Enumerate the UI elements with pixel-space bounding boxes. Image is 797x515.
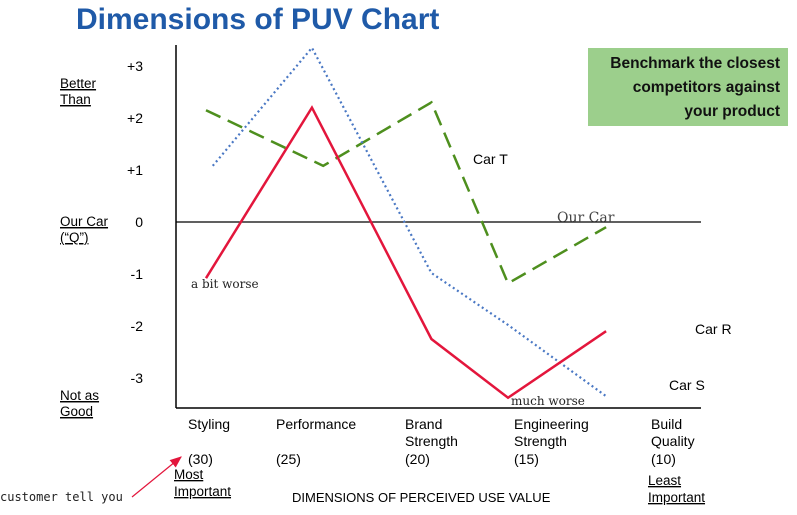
- category-weight: (15): [514, 451, 539, 467]
- chart-title: Dimensions of PUV Chart: [76, 3, 440, 36]
- annotation-customer-tell-you: customer tell you: [0, 490, 123, 504]
- y-tick-label: +1: [127, 162, 143, 178]
- category-label: Styling: [188, 416, 230, 432]
- most-important-label: Most: [174, 467, 204, 482]
- y-tick-label: -3: [131, 370, 144, 386]
- x-axis-title: DIMENSIONS OF PERCEIVED USE VALUE: [292, 490, 551, 505]
- not-as-good-label: Good: [60, 404, 93, 419]
- category-weight: (30): [188, 451, 213, 467]
- category-label: Build: [651, 416, 682, 432]
- not-as-good-label: Not as: [60, 388, 99, 403]
- category-label: Strength: [514, 433, 567, 449]
- category-weight: (25): [276, 451, 301, 467]
- category-label: Engineering: [514, 416, 589, 432]
- category-label: Quality: [651, 433, 695, 449]
- better-than-label: Better: [60, 76, 97, 91]
- annotation-much-worse: much worse: [511, 394, 585, 408]
- y-tick-label: -1: [131, 266, 144, 282]
- annotation-a-bit-worse: a bit worse: [191, 277, 259, 291]
- category-weight: (20): [405, 451, 430, 467]
- series-label-car-r: Car R: [695, 321, 732, 337]
- most-important-label: Important: [174, 484, 231, 499]
- series-line-car-t: [205, 100, 607, 286]
- callout-box: Benchmark the closest competitors agains…: [588, 48, 788, 126]
- callout-line: competitors against: [632, 79, 780, 96]
- customer-arrow: [131, 456, 182, 498]
- y-tick-label: -2: [131, 318, 144, 334]
- reference-line-label: Our Car: [557, 210, 615, 226]
- callout-line: Benchmark the closest: [610, 55, 780, 72]
- series-label-car-t: Car T: [473, 151, 508, 167]
- our-car-label: (“Q”): [60, 230, 88, 245]
- our-car-label: Our Car: [60, 214, 109, 229]
- y-tick-label: +2: [127, 110, 143, 126]
- category-label: Strength: [405, 433, 458, 449]
- y-tick-label: +3: [127, 58, 143, 74]
- category-weight: (10): [651, 451, 676, 467]
- series-label-car-s: Car S: [669, 377, 705, 393]
- least-important-label: Least: [648, 473, 681, 488]
- better-than-label: Than: [60, 92, 91, 107]
- category-label: Performance: [276, 416, 356, 432]
- y-tick-label: 0: [135, 214, 143, 230]
- category-label: Brand: [405, 416, 442, 432]
- least-important-label: Important: [648, 490, 705, 505]
- series-line-car-r: [204, 105, 607, 400]
- callout-line: your product: [684, 103, 780, 120]
